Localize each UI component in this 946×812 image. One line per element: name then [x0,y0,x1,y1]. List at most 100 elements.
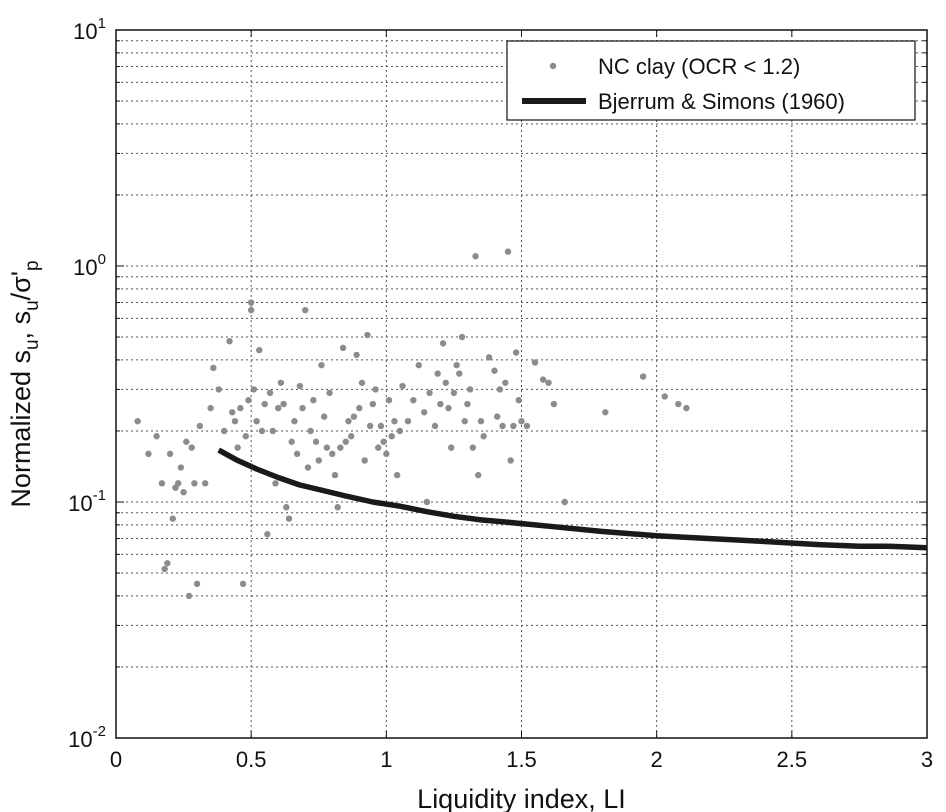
data-point [215,386,222,393]
data-point [266,389,274,397]
data-point [285,515,293,522]
data-point [545,379,552,386]
data-point [231,417,239,425]
data-point [383,450,390,458]
data-point [385,396,393,404]
data-point [302,306,309,314]
data-point [229,409,236,416]
data-point [247,299,255,306]
data-point [193,580,201,588]
legend: NC clay (OCR < 1.2) Bjerrum & Simons (19… [506,40,916,121]
data-point [456,370,463,377]
data-point [242,433,249,440]
data-point [512,349,520,356]
data-point [312,438,320,445]
y-axis-label: Normalized su, su/σ'p [6,260,43,507]
data-point [399,382,406,390]
data-point [329,450,336,458]
data-point [331,471,339,479]
data-point [377,422,385,430]
data-point [253,417,260,425]
data-point [166,450,174,458]
y-label-sub-1: u [22,339,43,350]
data-point [515,396,522,404]
data-point [426,389,433,397]
data-point [366,422,374,430]
data-point [661,393,668,400]
data-point [226,338,233,345]
x-tick-label: 1 [380,747,392,772]
legend-marker-scatter [549,62,557,70]
scatter-series [134,248,690,600]
data-point [375,444,382,451]
data-point [174,480,182,487]
data-point [461,417,468,425]
data-point [169,515,176,522]
data-point [250,386,258,393]
x-tick-label: 2.5 [777,747,808,772]
data-point [380,438,387,445]
data-point [164,560,171,567]
data-point [291,417,298,425]
data-point [475,471,482,479]
data-point [550,400,558,408]
legend-box [506,40,916,121]
data-point [350,413,358,420]
data-point [177,464,185,471]
data-point [237,404,244,412]
data-point [153,433,160,440]
x-tick-label: 3 [921,747,933,772]
data-point [442,379,450,386]
data-point [264,531,271,538]
data-point [434,370,441,377]
data-point [261,400,268,408]
data-point [502,379,509,386]
y-tick-label: 10-1 [68,487,106,516]
data-point [307,427,314,435]
data-point [134,417,141,425]
data-point [391,417,398,425]
data-point [275,404,282,412]
data-point [499,422,506,430]
data-point [283,504,290,511]
data-point [415,361,422,369]
data-point [469,444,477,451]
data-point [145,450,152,458]
data-point [683,404,690,412]
data-point [523,422,531,430]
y-label-slash: /σ' [6,271,36,300]
data-point [202,480,209,487]
data-point [445,404,452,412]
data-point [496,386,504,393]
y-tick-label: 101 [73,15,106,44]
x-axis-label: Liquidity index, LI [417,784,626,812]
data-point [675,400,682,408]
data-point [423,498,431,506]
data-point [158,480,166,487]
data-point [196,422,204,430]
data-point [493,413,501,420]
data-point [180,489,187,496]
data-point [296,382,304,390]
data-point [258,427,266,435]
data-point [299,404,306,412]
data-point [318,361,325,369]
data-point [356,404,363,412]
legend-label-scatter: NC clay (OCR < 1.2) [598,54,800,79]
axis-ticks [115,29,928,739]
data-point [310,396,317,404]
grid [116,30,927,738]
data-point [188,444,195,451]
data-point [315,457,322,464]
data-point [353,351,360,359]
tick-labels: 0 0.5 1 1.5 2 2.5 3 10-2 10-1 100 101 [68,15,933,772]
data-point [364,331,371,339]
series-layer [134,248,928,600]
data-point [404,417,412,425]
data-point [369,400,377,408]
y-label-mid: , s [6,311,36,340]
data-point [339,344,347,352]
data-point [485,354,493,361]
data-point [450,389,458,397]
data-point [410,396,417,404]
